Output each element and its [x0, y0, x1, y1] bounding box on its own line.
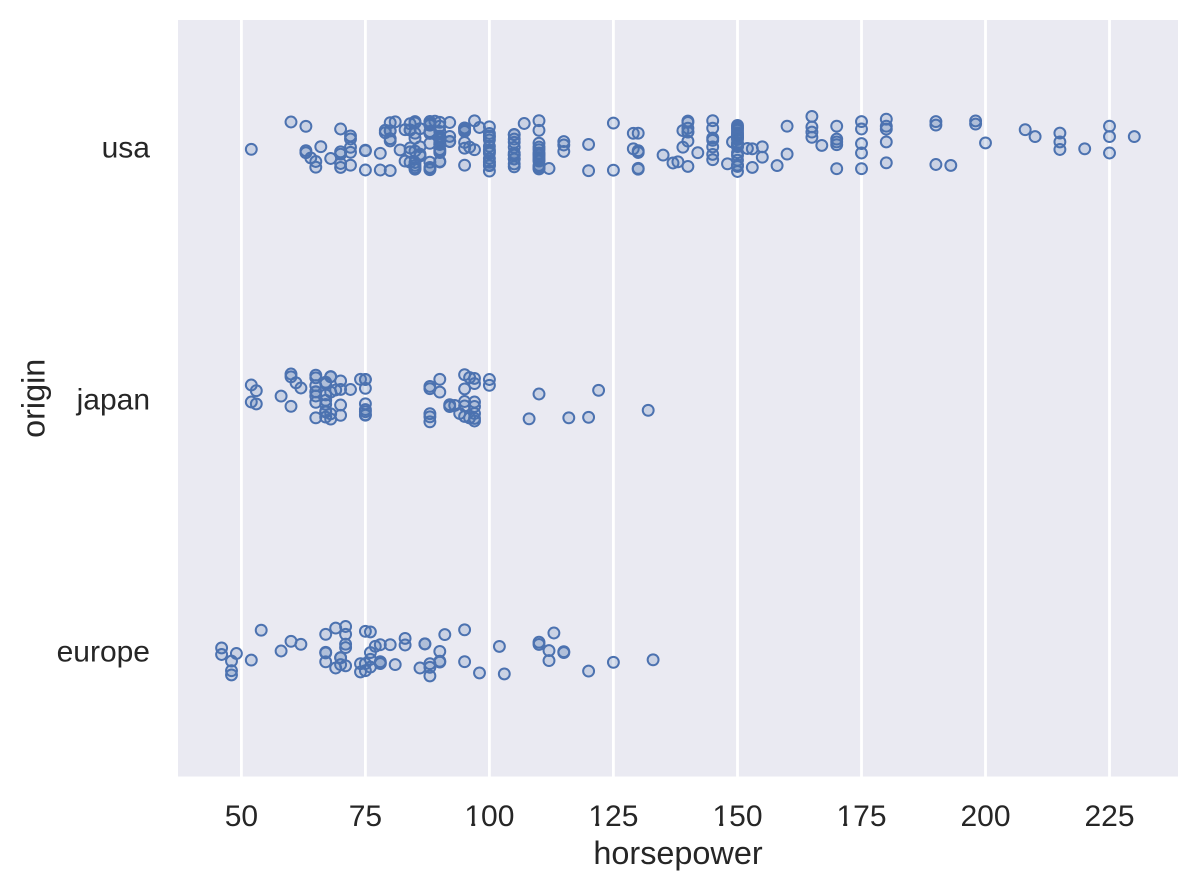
svg-text:europe: europe	[57, 636, 150, 669]
svg-text:origin: origin	[16, 359, 52, 438]
svg-text:150: 150	[712, 800, 762, 833]
svg-text:75: 75	[349, 800, 382, 833]
svg-text:125: 125	[588, 800, 638, 833]
svg-text:200: 200	[960, 800, 1010, 833]
svg-text:usa: usa	[102, 131, 151, 164]
svg-text:175: 175	[836, 800, 886, 833]
svg-text:50: 50	[225, 800, 258, 833]
svg-text:japan: japan	[76, 384, 150, 417]
svg-text:100: 100	[464, 800, 514, 833]
svg-text:horsepower: horsepower	[593, 835, 762, 871]
svg-text:225: 225	[1084, 800, 1134, 833]
